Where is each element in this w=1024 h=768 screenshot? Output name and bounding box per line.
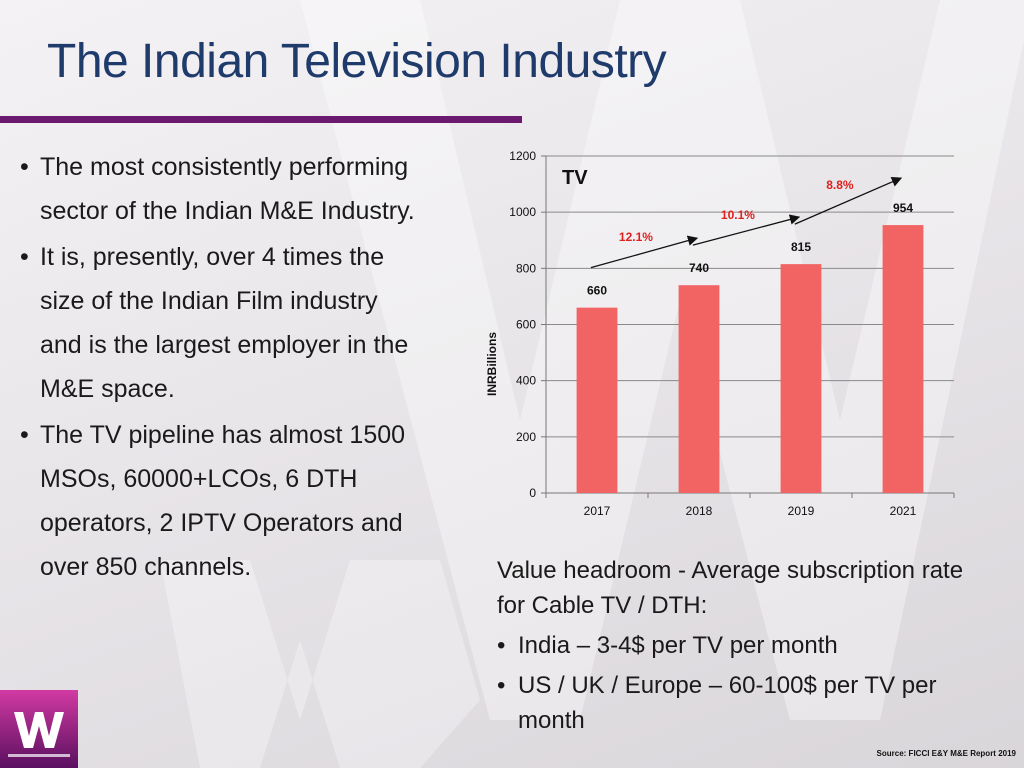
headroom-intro: Value headroom - Average subscription ra… <box>497 557 964 619</box>
y-tick-label-800: 800 <box>516 261 536 275</box>
left-bullet-3: The TV pipeline has almost 1500 MSOs, 60… <box>20 413 420 589</box>
x-tick-label-2017: 2017 <box>584 504 611 518</box>
bar-2019 <box>780 264 822 493</box>
headroom-item-india: India – 3-4$ per TV per month <box>497 628 997 663</box>
headroom-list: India – 3-4$ per TV per month US / UK / … <box>497 628 997 738</box>
bar-2021 <box>882 225 924 493</box>
data-label-2018: 740 <box>689 261 709 275</box>
y-tick-label-0: 0 <box>529 486 536 500</box>
tv-revenue-chart: 0 200 400 600 800 1000 1200 2017 660 2018 740 2019 8… <box>485 149 955 518</box>
left-bullet-2: It is, presently, over 4 times the size … <box>20 235 420 411</box>
chart-bars <box>576 225 924 493</box>
title-divider <box>0 116 522 123</box>
data-label-2019: 815 <box>791 240 811 254</box>
chart-growth-annotations: 12.1% 10.1% 8.8% <box>590 176 903 269</box>
chart-labels: 0 200 400 600 800 1000 1200 2017 660 2018 740 2019 8… <box>509 149 916 518</box>
page-title: The Indian Television Industry <box>47 35 667 88</box>
growth-arrow-1 <box>590 235 699 269</box>
y-tick-label-600: 600 <box>516 318 536 332</box>
headroom-item-us-uk-europe: US / UK / Europe – 60-100$ per TV per mo… <box>497 668 997 738</box>
whistling-woods-logo <box>0 690 78 768</box>
headroom-section: Value headroom - Average subscription ra… <box>497 553 997 743</box>
bar-2017 <box>576 307 618 493</box>
data-label-2021: 954 <box>893 201 913 215</box>
growth-label-2: 10.1% <box>721 208 755 222</box>
growth-label-1: 12.1% <box>619 230 653 244</box>
x-tick-label-2018: 2018 <box>686 504 713 518</box>
bar-2018 <box>678 285 720 493</box>
growth-arrow-2 <box>692 214 801 246</box>
x-tick-label-2021: 2021 <box>890 504 917 518</box>
growth-label-3: 8.8% <box>826 178 854 192</box>
left-bullet-1: The most consistently performing sector … <box>20 145 420 233</box>
source-note: Source: FICCI E&Y M&E Report 2019 <box>876 749 1016 758</box>
y-tick-label-1000: 1000 <box>509 205 536 219</box>
y-tick-label-1200: 1200 <box>509 149 536 163</box>
data-label-2017: 660 <box>587 284 607 298</box>
x-tick-label-2019: 2019 <box>788 504 815 518</box>
chart-title: TV <box>562 167 588 189</box>
y-tick-label-200: 200 <box>516 430 536 444</box>
growth-arrow-3 <box>794 176 903 225</box>
left-bullet-list: The most consistently performing sector … <box>20 145 420 591</box>
y-tick-label-400: 400 <box>516 374 536 388</box>
y-axis-label: INRBillions <box>485 332 499 396</box>
